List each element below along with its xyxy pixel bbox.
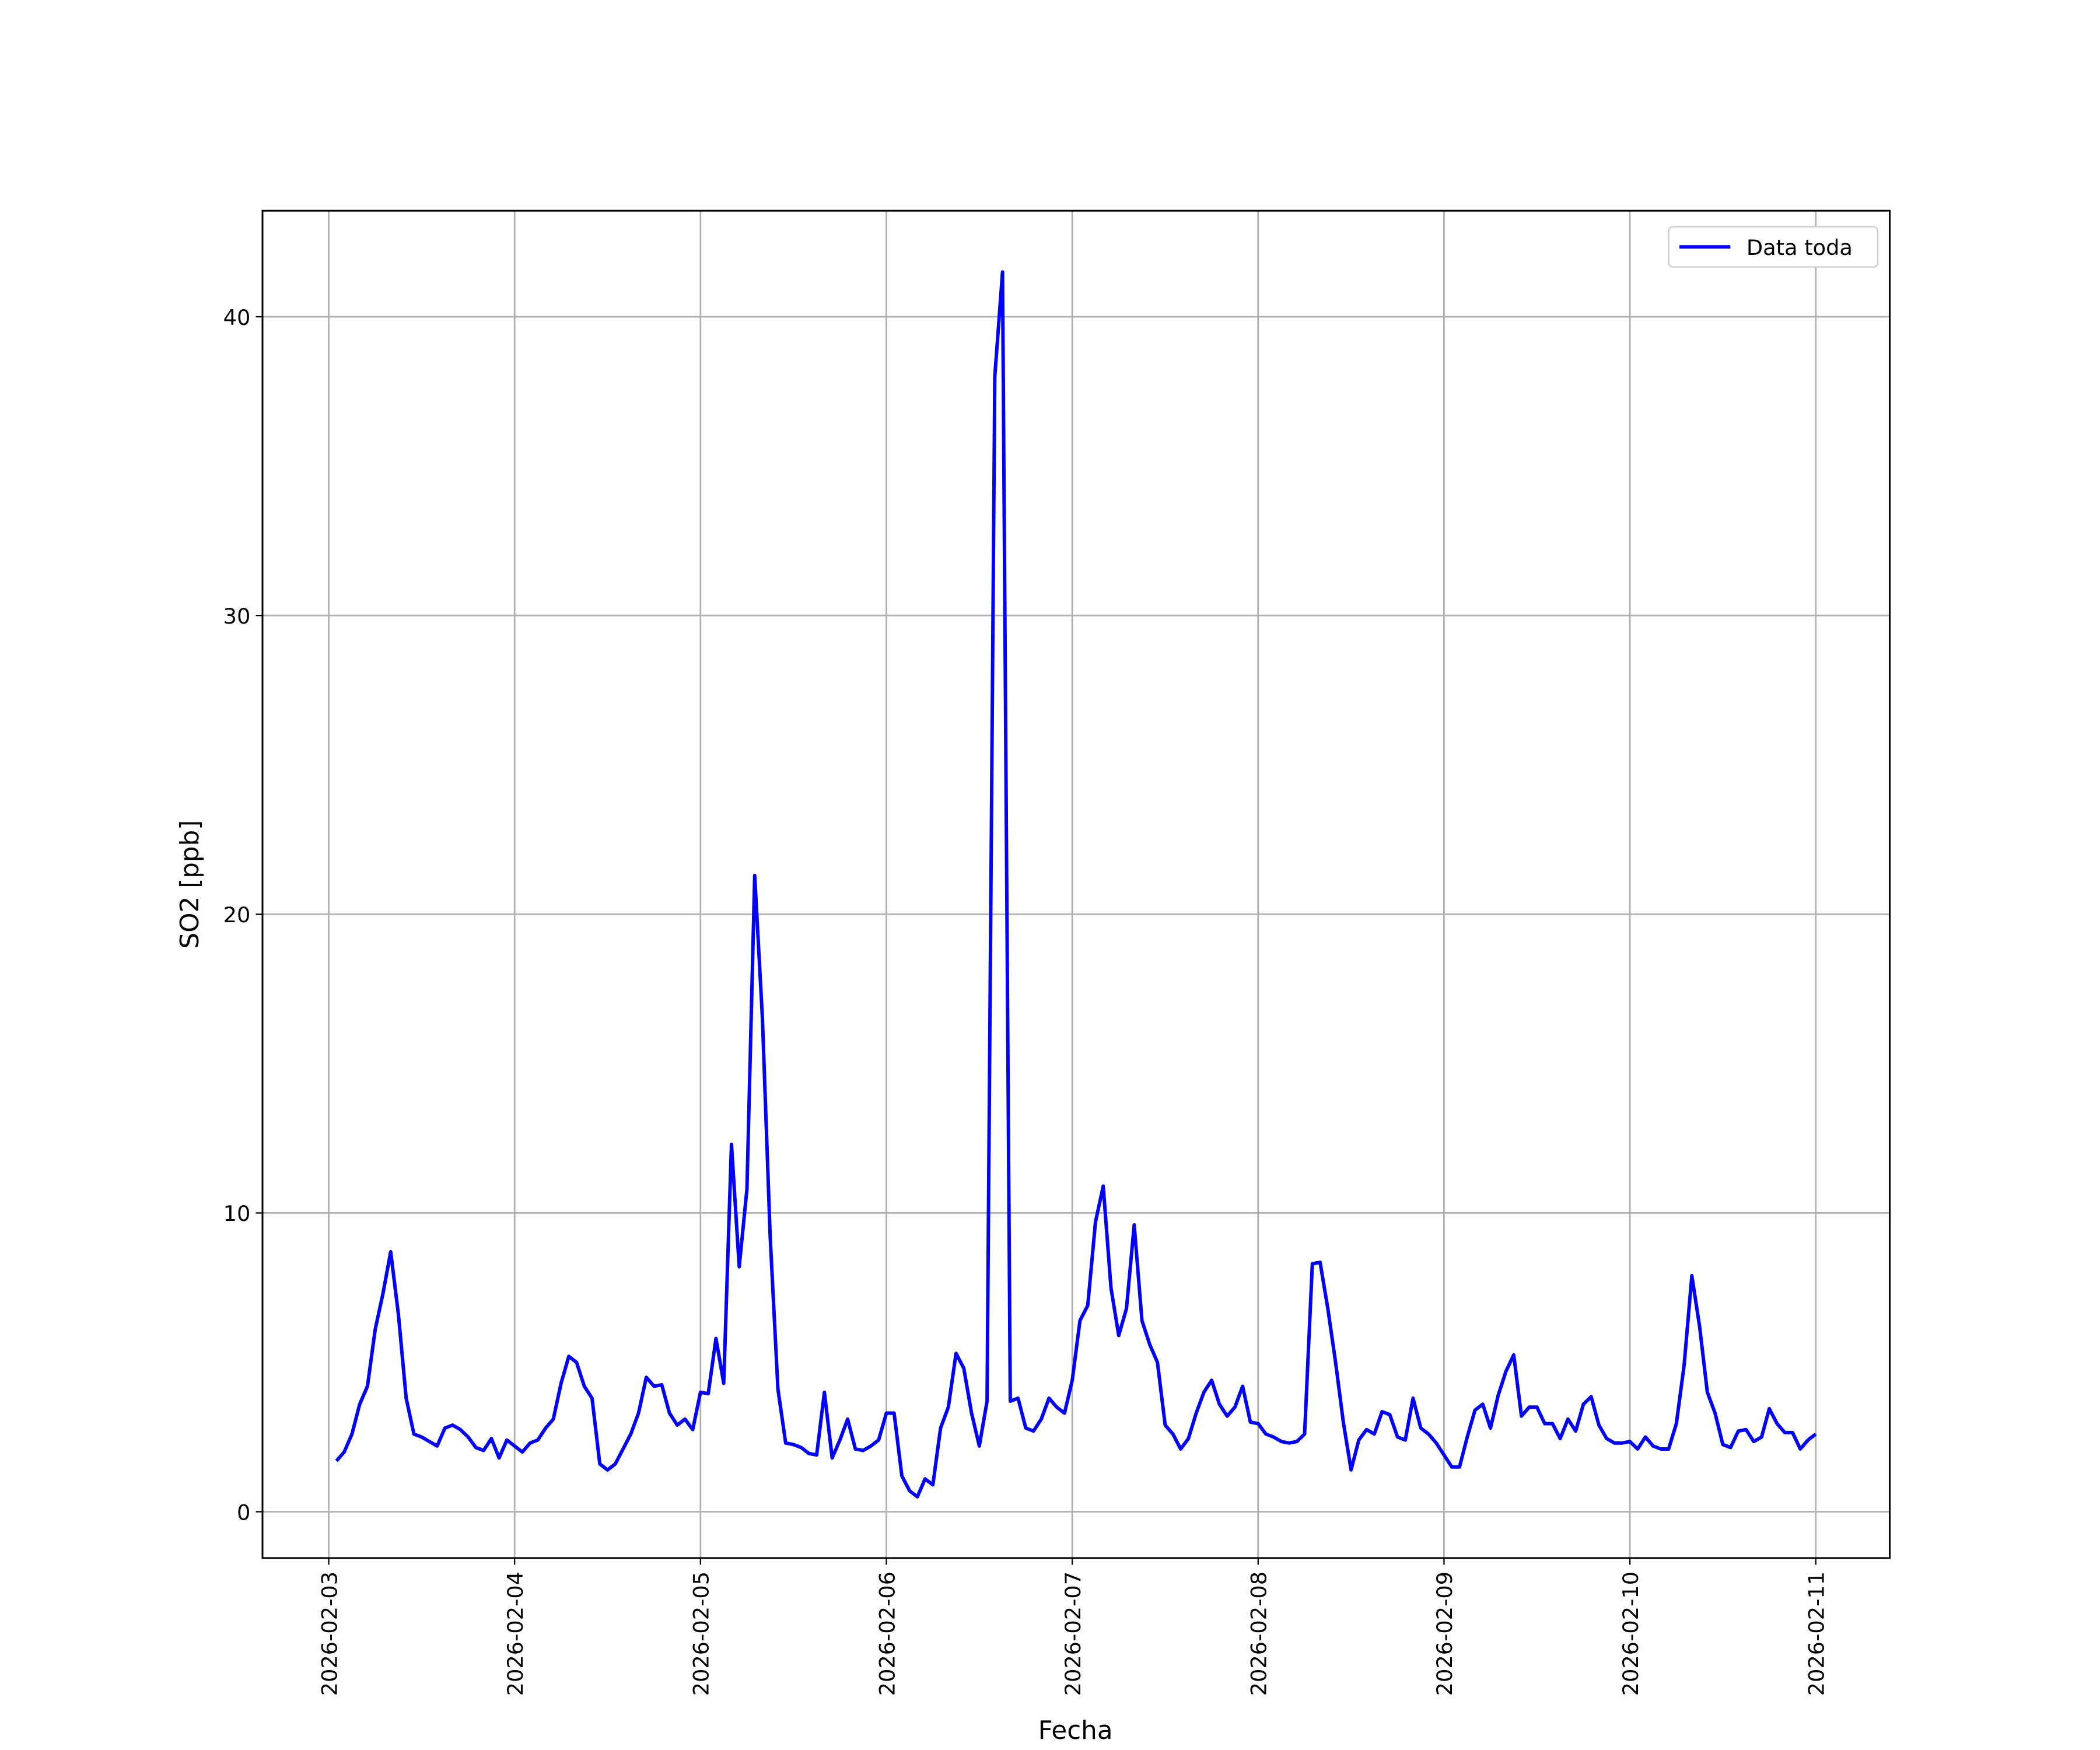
y-tick-label: 20 [223,902,251,928]
plot-frame [261,209,1891,1559]
legend-label: Data toda [1746,235,1853,260]
y-tick-label: 0 [237,1500,250,1525]
x-tick-label: 2026-02-10 [1618,1572,1643,1696]
x-tick-label: 2026-02-04 [503,1572,528,1696]
x-tick-label: 2026-02-07 [1060,1572,1086,1696]
legend: Data toda [1668,226,1879,268]
x-tick-label: 2026-02-08 [1247,1572,1272,1696]
y-axis-label: SO2 [ppb] [176,820,205,949]
x-tick-label: 2026-02-09 [1432,1572,1457,1696]
legend-box [1668,226,1879,268]
y-tick-label: 10 [223,1201,251,1226]
x-tick-label: 2026-02-03 [317,1572,342,1696]
data-line [335,270,1817,1499]
x-tick-label: 2026-02-06 [874,1572,900,1696]
y-tick-label: 40 [223,305,251,330]
x-tick-label: 2026-02-05 [689,1572,714,1696]
y-tick-label: 30 [223,604,251,629]
x-axis-label: Fecha [1038,1716,1113,1745]
x-tick-label: 2026-02-11 [1804,1572,1829,1696]
